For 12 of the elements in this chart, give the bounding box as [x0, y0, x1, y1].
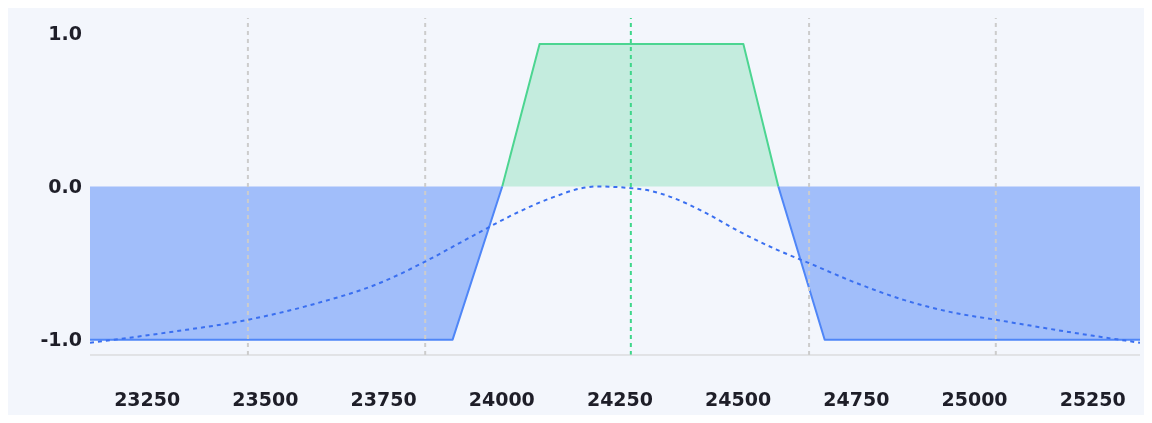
y-tick-label: 1.0: [48, 22, 82, 45]
x-tick-label: 23500: [232, 388, 299, 411]
x-tick-label: 23250: [114, 388, 181, 411]
x-tick-label: 24250: [586, 388, 654, 411]
y-tick-label: -1.0: [40, 328, 82, 351]
x-tick-label: 24000: [468, 388, 535, 411]
x-tick-label: 25000: [941, 388, 1008, 411]
x-tick-label: 24750: [823, 388, 890, 411]
x-tick-label: 24500: [705, 388, 772, 411]
x-tick-label: 23750: [350, 388, 417, 411]
x-tick-label: 25250: [1059, 388, 1126, 411]
y-tick-label: 0.0: [48, 175, 82, 198]
